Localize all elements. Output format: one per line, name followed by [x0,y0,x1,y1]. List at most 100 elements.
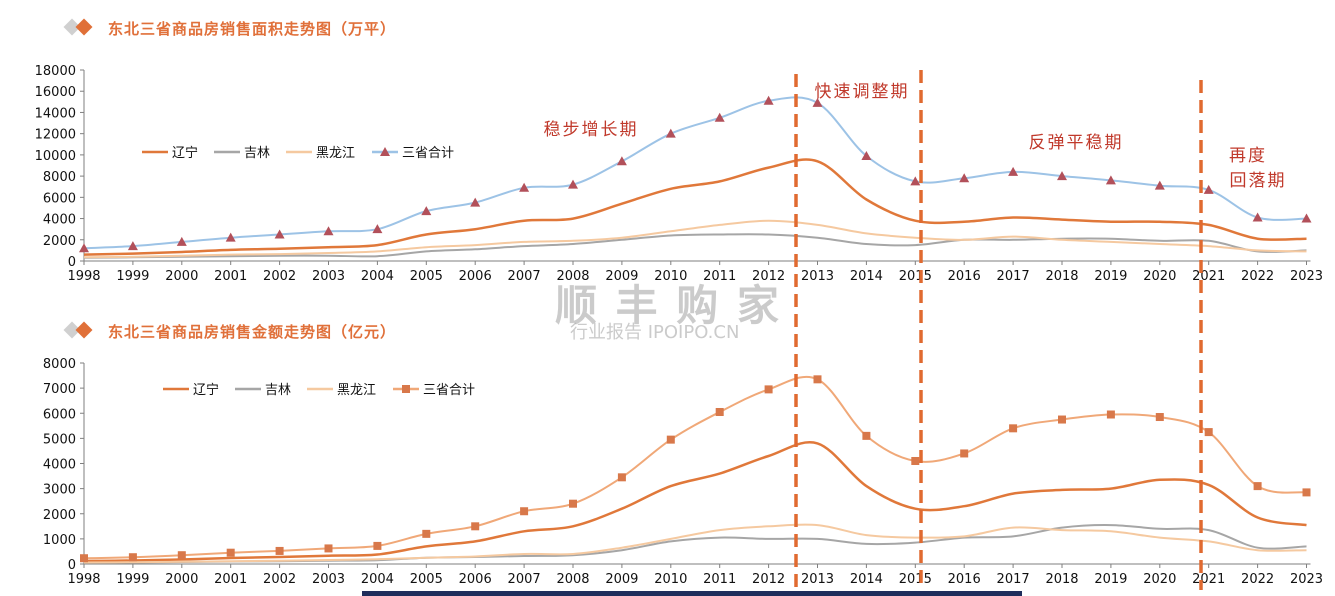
data-point-marker [1301,213,1312,223]
x-tick-label: 2022 [1241,572,1274,587]
y-tick-label: 10000 [35,149,76,164]
data-point-marker [1302,488,1311,497]
x-tick-label: 2008 [556,269,589,284]
x-tick-label: 2009 [605,572,638,587]
x-tick-label: 2015 [899,572,932,587]
x-tick-label: 2005 [410,572,443,587]
x-tick-label: 2017 [997,572,1030,587]
legend-label: 吉林 [265,383,291,398]
x-tick-label: 2009 [605,269,638,284]
x-tick-label: 2001 [214,269,247,284]
x-tick-label: 2019 [1094,269,1127,284]
x-tick-label: 2023 [1290,572,1323,587]
data-point-marker [1252,212,1263,222]
title-badge-gray-1 [63,18,81,36]
y-tick-label: 14000 [35,106,76,121]
x-tick-label: 2004 [361,269,394,284]
title-badge-orange-2 [75,321,93,339]
data-point-marker [520,507,529,516]
y-tick-label: 18000 [35,64,76,79]
x-tick-label: 2020 [1143,572,1176,587]
data-point-marker [959,173,970,183]
y-tick-label: 4000 [43,458,76,473]
data-point-marker [1105,175,1116,185]
data-point-marker [1106,410,1115,419]
data-point-marker [226,548,235,557]
data-point-marker [323,226,334,236]
x-tick-label: 2014 [850,269,883,284]
y-tick-label: 8000 [43,170,76,185]
data-point-marker [960,449,969,458]
legend-marker [380,147,390,156]
x-tick-label: 2016 [948,572,981,587]
x-tick-label: 1998 [67,572,100,587]
data-point-marker [422,529,431,538]
y-tick-label: 3000 [43,483,76,498]
data-point-marker [568,179,578,189]
series-line-0-1 [83,233,1307,259]
y-tick-label: 2000 [43,508,76,523]
y-tick-label: 7000 [43,382,76,397]
data-point-marker [666,435,675,444]
data-point-marker [127,241,138,251]
phase-label-decline: 回落期 [1230,171,1287,191]
y-tick-label: 5000 [43,432,76,447]
y-tick-label: 4000 [43,213,76,228]
data-point-marker [1155,413,1164,422]
watermark-sub: 行业报告 IPOIPO.CN [570,322,740,343]
series-line-1-3 [83,375,1307,560]
legend-label: 黑龙江 [316,146,355,161]
legend-label: 吉林 [244,146,270,161]
data-point-marker [910,176,921,186]
data-point-marker [714,112,725,122]
x-tick-label: 2010 [654,269,687,284]
data-point-marker [911,456,920,465]
x-tick-label: 2007 [508,269,541,284]
data-point-marker [616,156,627,166]
x-tick-label: 2005 [410,269,443,284]
title-badge-orange-1 [75,18,93,36]
data-point-marker [372,224,383,234]
data-point-marker [715,407,724,416]
data-point-marker [1253,482,1262,491]
data-point-marker [813,375,822,384]
y-tick-label: 12000 [35,128,76,143]
data-point-marker [764,385,773,394]
series-line-1-2 [83,523,1307,564]
data-point-marker [617,473,626,482]
legend-marker [402,385,410,393]
bottom-bar [362,591,1022,596]
x-tick-label: 2015 [899,269,932,284]
data-point-marker [861,150,872,160]
phase-label-rebound-stable: 反弹平稳期 [1029,133,1124,153]
y-tick-label: 0 [68,255,76,270]
data-point-marker [80,554,88,563]
x-tick-label: 2001 [214,572,247,587]
data-point-marker [812,97,823,107]
watermark-main: 顺 丰 购 家 [555,281,781,330]
data-point-marker [421,206,432,216]
x-tick-label: 2011 [703,572,736,587]
data-point-marker [177,551,186,560]
x-tick-label: 2018 [1045,572,1078,587]
series-line-0-3 [83,96,1307,250]
x-tick-label: 2011 [703,269,736,284]
x-tick-label: 2012 [752,572,785,587]
data-point-marker [471,522,480,531]
data-point-marker [1009,424,1018,433]
x-tick-label: 2021 [1192,269,1225,284]
legend-label: 三省合计 [423,383,475,398]
y-tick-label: 16000 [35,85,76,100]
x-tick-label: 2022 [1241,269,1274,284]
x-tick-label: 2014 [850,572,883,587]
data-point-marker [176,236,187,246]
data-point-marker [1204,428,1213,437]
data-point-marker [128,553,137,562]
x-tick-label: 1998 [67,269,100,284]
x-tick-label: 2018 [1045,269,1078,284]
data-point-marker [79,243,89,253]
x-tick-label: 2006 [459,269,492,284]
legend-label: 三省合计 [402,146,454,161]
y-tick-label: 0 [68,558,76,573]
